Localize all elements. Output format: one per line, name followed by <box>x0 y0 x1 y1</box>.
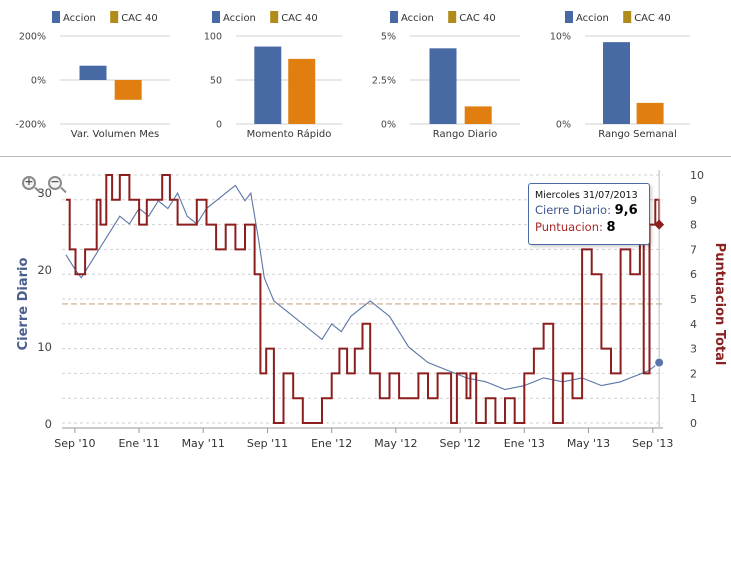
y-tick-label: 0 <box>45 417 52 431</box>
tick-label: 0% <box>556 120 571 131</box>
legend-label: Accion <box>223 13 256 24</box>
legend-swatch <box>52 11 60 23</box>
zoom-out-icon[interactable]: − <box>48 175 62 190</box>
y2-tick-label: 10 <box>690 169 704 182</box>
bar-accion <box>79 65 107 80</box>
legend-label: CAC 40 <box>121 13 158 24</box>
legend-label: CAC 40 <box>459 13 496 24</box>
tick-label: 5% <box>381 32 396 43</box>
price-marker <box>654 357 665 368</box>
tick-label: 0% <box>381 120 396 131</box>
legend-label: Accion <box>63 13 96 24</box>
y2-tick-label: 6 <box>690 268 697 281</box>
legend-swatch <box>110 11 119 23</box>
tooltip-price-row: Cierre Diario: 9,6 <box>535 202 643 219</box>
mini-chart-xlabel: Rango Semanal <box>598 129 676 140</box>
bar-accion <box>603 42 630 124</box>
x-tick-label: Sep '11 <box>247 437 288 450</box>
mini-chart-xlabel: Rango Diario <box>433 129 497 140</box>
x-tick-label: May '12 <box>374 437 417 450</box>
legend-swatch <box>565 11 573 23</box>
tick-label: 50 <box>210 76 222 87</box>
mini-chart-1: Accion CAC 40 200% 0% -200% Var. Volumen Mes <box>15 11 170 140</box>
score-marker <box>654 219 665 230</box>
mini-chart-4: Accion CAC 40 10% 0% Rango Semanal <box>550 11 690 140</box>
y2-tick-label: 2 <box>690 367 697 380</box>
x-tick-label: Ene '11 <box>118 437 159 450</box>
y-tick-label: 30 <box>37 186 52 200</box>
y2-tick-label: 5 <box>690 293 697 306</box>
bar-cac-40 <box>288 58 316 124</box>
y2-tick-label: 4 <box>690 318 697 331</box>
legend-label: CAC 40 <box>281 13 318 24</box>
x-tick-label: Ene '13 <box>504 437 545 450</box>
tooltip-score-value: 8 <box>606 220 616 235</box>
legend-swatch <box>448 11 457 23</box>
zoom-in-icon[interactable]: + <box>22 175 36 190</box>
tooltip-price-value: 9,6 <box>614 203 638 218</box>
bar-accion <box>254 46 282 125</box>
tick-label: 0 <box>216 120 222 131</box>
mini-chart-3: Accion CAC 40 5% 2.5% 0% Rango Diario <box>372 11 520 140</box>
y-tick-label: 10 <box>37 340 52 354</box>
bar-cac-40 <box>114 80 142 100</box>
tick-label: 2.5% <box>372 76 396 87</box>
tick-label: 0% <box>31 76 46 87</box>
bar-accion <box>429 48 457 124</box>
x-tick-label: Sep '13 <box>632 437 673 450</box>
mini-chart-xlabel: Momento Rápido <box>247 128 332 140</box>
legend-swatch <box>270 11 279 23</box>
legend-label: Accion <box>401 13 434 24</box>
tooltip-date: Miercoles 31/07/2013 <box>535 190 638 201</box>
legend-swatch <box>390 11 398 23</box>
mini-chart-xlabel: Var. Volumen Mes <box>71 129 159 140</box>
legend-label: Accion <box>576 13 609 24</box>
tick-label: 200% <box>19 32 46 43</box>
tooltip-score-row: Puntuacion: 8 <box>535 219 643 236</box>
y2-tick-label: 1 <box>690 392 697 405</box>
legend-swatch <box>212 11 220 23</box>
legend-swatch <box>623 11 632 23</box>
y2-tick-label: 8 <box>690 219 697 232</box>
y-axis-title: Cierre Diario <box>16 258 31 351</box>
y2-tick-label: 3 <box>690 343 697 356</box>
tooltip-score-label: Puntuacion: <box>535 220 603 234</box>
x-tick-label: Sep '12 <box>440 437 481 450</box>
tick-label: 10% <box>550 32 571 43</box>
y2-tick-label: 9 <box>690 194 697 207</box>
chart-tooltip: Miercoles 31/07/2013 Cierre Diario: 9,6 … <box>528 183 650 245</box>
x-tick-label: May '13 <box>567 437 610 450</box>
tick-label: -200% <box>15 120 46 131</box>
y2-axis-title: Puntuacion Total <box>712 243 727 366</box>
section-divider <box>0 156 731 157</box>
bar-cac-40 <box>636 102 664 124</box>
x-tick-label: Ene '12 <box>311 437 352 450</box>
y2-tick-label: 7 <box>690 243 697 256</box>
x-tick-label: Sep '10 <box>54 437 95 450</box>
x-tick-label: May '11 <box>182 437 225 450</box>
tooltip-price-label: Cierre Diario: <box>535 203 611 217</box>
bar-cac-40 <box>464 106 492 124</box>
legend-label: CAC 40 <box>634 13 671 24</box>
series-cierre-diario <box>65 184 660 391</box>
y2-tick-label: 0 <box>690 417 697 430</box>
y-tick-label: 20 <box>37 263 52 277</box>
tick-label: 100 <box>204 32 222 43</box>
mini-chart-2: Accion CAC 40 100 50 0 Momento Rápido <box>204 11 342 140</box>
series-puntuacion <box>65 174 661 424</box>
